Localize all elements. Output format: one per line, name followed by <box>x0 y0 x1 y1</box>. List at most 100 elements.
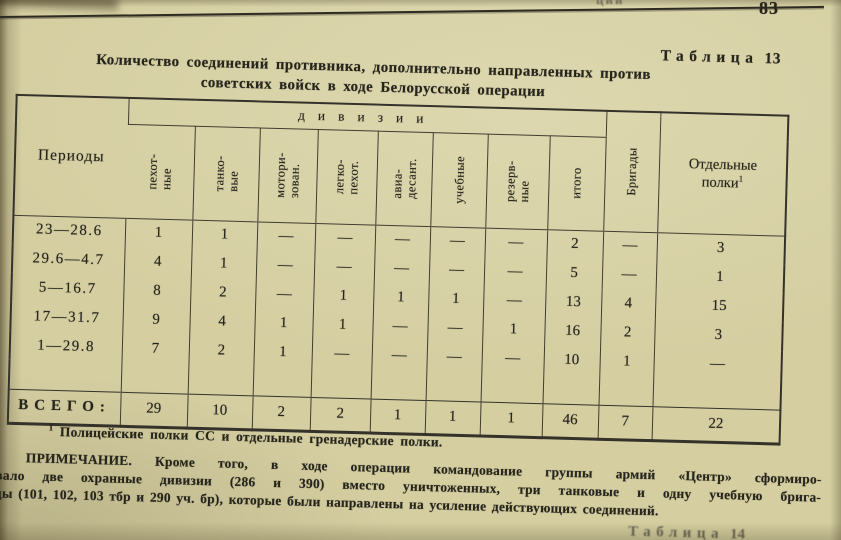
next-table-word: Таблица <box>627 523 725 540</box>
value-cell: 1 <box>427 284 484 315</box>
table-caption-number: 13 <box>764 50 782 68</box>
column-header-infantry: пехот- ные <box>125 124 195 220</box>
value-cell: — <box>372 311 428 343</box>
value-cell: 10 <box>543 345 601 376</box>
next-table-caption: Таблица 14 <box>628 524 745 540</box>
column-header-training: учебные <box>430 132 488 228</box>
value-cell: — <box>255 250 315 281</box>
subtotal-vertical-label: итого <box>569 167 584 199</box>
next-table-number: 14 <box>729 526 746 540</box>
total-cell: 22 <box>651 406 781 444</box>
value-cell: 1 <box>124 217 193 249</box>
period-cell: 29.6—4.7 <box>32 250 105 269</box>
value-cell: — <box>483 256 547 288</box>
note-paragraph: ПРИМЕЧАНИЕ. Кроме того, в ходе операции … <box>0 448 822 524</box>
spacer-cell <box>310 367 372 399</box>
total-cell: 1 <box>479 401 543 438</box>
value-cell: 5 <box>545 258 603 289</box>
column-header-reserve: резерв- ные <box>485 133 550 230</box>
value-cell: 4 <box>123 246 192 278</box>
spacer-cell <box>187 364 254 396</box>
value-cell: 8 <box>123 275 191 307</box>
value-cell: — <box>653 348 783 381</box>
value-cell: 1 <box>599 346 655 378</box>
table-caption: Таблица 13 <box>589 45 781 68</box>
value-cell: 16 <box>544 316 601 347</box>
column-header-light-infantry: легко- пехот. <box>315 129 378 225</box>
infantry-vertical-label: пехот- ные <box>145 153 175 191</box>
value-cell: — <box>314 222 376 254</box>
value-cell: 1 <box>482 314 545 346</box>
value-cell: 2 <box>600 317 655 349</box>
total-cell: 29 <box>119 391 188 428</box>
column-header-tank: танко- вые <box>192 125 260 222</box>
period-cell: 17—31.7 <box>33 308 101 327</box>
separate-regiments-label: Отдельные полки <box>688 156 758 192</box>
spacer-cell <box>9 360 122 392</box>
motorized-vertical-label: мотори- зован. <box>273 152 302 199</box>
value-cell: 2 <box>188 335 255 367</box>
spacer-cell <box>425 371 482 402</box>
total-cell: 2 <box>251 395 311 431</box>
value-cell: 1 <box>312 309 373 341</box>
column-header-brigades: Бригады <box>603 110 661 233</box>
value-cell: 1 <box>372 282 429 314</box>
value-cell: 3 <box>654 319 783 352</box>
spacer-cell <box>652 377 782 410</box>
value-cell: 2 <box>546 229 604 260</box>
light-infantry-vertical-label: легко- пехот. <box>332 158 362 195</box>
total-cell: 46 <box>541 403 599 439</box>
value-cell: — <box>426 342 483 373</box>
value-cell: — <box>602 230 658 262</box>
value-cell: — <box>482 285 546 317</box>
value-cell: 13 <box>544 287 602 318</box>
column-header-periods: Периоды <box>37 146 105 166</box>
spacer-cell <box>252 366 312 397</box>
running-head-fragment: ции <box>596 0 624 7</box>
value-cell: — <box>374 224 431 256</box>
spacer-cell <box>480 372 544 404</box>
value-cell: 1 <box>191 219 258 251</box>
page-number: 83 <box>759 0 779 18</box>
brigades-vertical-label: Бригады <box>624 147 640 197</box>
total-cell: 2 <box>309 396 371 433</box>
value-cell: 15 <box>654 290 784 323</box>
value-cell: — <box>601 259 657 291</box>
value-cell: 9 <box>122 304 191 336</box>
spacer-cell <box>598 375 654 407</box>
period-cell: 23—28.6 <box>12 214 126 247</box>
value-cell: — <box>429 226 486 257</box>
training-vertical-label: учебные <box>451 155 467 204</box>
total-label: ВСЕГО: <box>7 388 121 426</box>
value-cell: — <box>371 340 428 372</box>
value-cell: 7 <box>121 333 190 365</box>
value-cell: 2 <box>190 277 256 309</box>
value-cell: 3 <box>656 232 786 265</box>
value-cell: 1 <box>655 261 785 294</box>
total-cell: 7 <box>597 404 653 441</box>
value-cell: — <box>313 251 375 283</box>
column-header-subtotal: итого <box>547 135 606 231</box>
period-cell: 5—16.7 <box>38 279 97 298</box>
footnote-mark: 1 <box>48 422 54 433</box>
table-caption-word: Таблица <box>660 47 759 67</box>
column-header-motorized: мотори- зован. <box>257 127 318 223</box>
value-cell: — <box>255 279 314 310</box>
value-cell: 1 <box>254 308 313 339</box>
spacer-cell <box>370 369 427 401</box>
value-cell: — <box>373 253 430 285</box>
value-cell: 1 <box>190 248 257 280</box>
value-cell: — <box>481 343 545 375</box>
value-cell: 4 <box>600 288 656 320</box>
total-cell: 1 <box>424 400 481 436</box>
column-header-airborne: авиа- десант. <box>375 130 433 227</box>
value-cell: 1 <box>253 337 313 368</box>
period-cell: 1—29.8 <box>37 337 96 356</box>
value-cell: 4 <box>189 306 256 338</box>
value-cell: — <box>256 221 316 252</box>
footnote-mark-sup: 1 <box>738 173 744 184</box>
spacer-cell <box>120 362 189 394</box>
tank-vertical-label: танко- вые <box>211 155 241 192</box>
total-cell: 10 <box>186 393 253 430</box>
